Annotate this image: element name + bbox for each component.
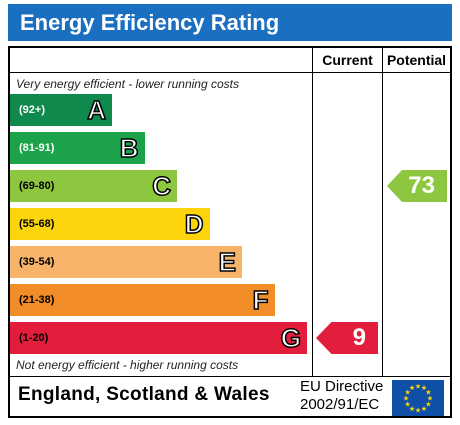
eu-flag-icon: ★ ★ ★ ★ ★ ★ ★ ★ ★ ★ ★ ★ xyxy=(392,380,444,416)
eu-star-icon: ★ xyxy=(415,407,421,415)
inefficient-caption: Not energy efficient - higher running co… xyxy=(16,358,239,372)
rating-table xyxy=(8,46,452,418)
eu-star-icon: ★ xyxy=(425,389,431,397)
band-g: (1-20) G xyxy=(10,322,307,354)
potential-column-header: Potential xyxy=(386,52,447,68)
band-letter: E xyxy=(218,246,237,278)
band-range-label: (92+) xyxy=(19,104,45,116)
band-range-label: (21-38) xyxy=(19,294,55,306)
footer-divider xyxy=(10,376,450,377)
eu-star-icon: ★ xyxy=(427,395,433,403)
eu-star-icon: ★ xyxy=(404,401,410,409)
band-letter: G xyxy=(280,322,302,354)
potential-rating-value: 73 xyxy=(408,172,435,199)
band-c: (69-80) C xyxy=(10,170,177,202)
band-d: (55-68) D xyxy=(10,208,210,240)
eu-star-icon: ★ xyxy=(409,384,415,392)
band-e: (39-54) E xyxy=(10,246,242,278)
efficient-caption: Very energy efficient - lower running co… xyxy=(16,77,239,91)
directive-line-1: EU Directive xyxy=(300,378,384,395)
eu-star-icon: ★ xyxy=(404,389,410,397)
current-column-divider xyxy=(312,48,313,376)
band-range-label: (1-20) xyxy=(19,332,49,344)
current-rating-value: 9 xyxy=(352,324,366,351)
directive-line-2: 2002/91/EC xyxy=(300,396,380,413)
current-column-header: Current xyxy=(322,52,373,68)
eu-star-icon: ★ xyxy=(421,384,427,392)
eu-star-icon: ★ xyxy=(403,395,409,403)
band-range-label: (69-80) xyxy=(19,180,55,192)
page-title: Energy Efficiency Rating xyxy=(8,4,452,41)
header-divider xyxy=(10,72,450,73)
band-range-label: (39-54) xyxy=(19,256,55,268)
region-label: England, Scotland & Wales xyxy=(18,384,270,405)
band-letter: C xyxy=(151,170,171,202)
band-b: (81-91) B xyxy=(10,132,145,164)
potential-column-divider xyxy=(382,48,383,376)
band-letter: A xyxy=(86,94,106,126)
eu-star-icon: ★ xyxy=(409,405,415,413)
current-rating-marker: 9 xyxy=(316,322,378,354)
eu-star-icon: ★ xyxy=(425,401,431,409)
band-letter: F xyxy=(252,284,269,316)
eu-star-icon: ★ xyxy=(421,405,427,413)
band-f: (21-38) F xyxy=(10,284,275,316)
band-range-label: (81-91) xyxy=(19,142,55,154)
band-a: (92+) A xyxy=(10,94,112,126)
eu-directive: EU Directive 2002/91/EC xyxy=(300,378,383,414)
band-letter: D xyxy=(184,208,204,240)
eu-star-icon: ★ xyxy=(415,383,421,391)
band-letter: B xyxy=(119,132,139,164)
band-range-label: (55-68) xyxy=(19,218,55,230)
